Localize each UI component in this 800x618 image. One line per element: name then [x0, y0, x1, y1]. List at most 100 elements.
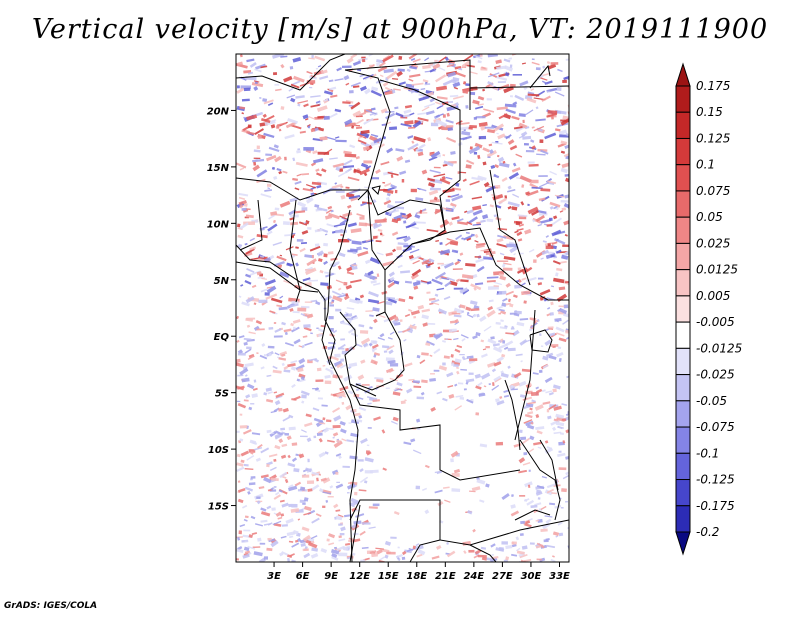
velocity-cell: [395, 206, 405, 210]
velocity-cell: [407, 222, 417, 228]
velocity-cell: [435, 74, 447, 83]
velocity-cell: [273, 458, 277, 462]
velocity-cell: [510, 388, 518, 391]
velocity-cell: [505, 282, 511, 288]
velocity-cell: [413, 135, 426, 143]
velocity-cell: [274, 84, 280, 86]
velocity-cell: [253, 149, 261, 153]
velocity-cell: [524, 228, 532, 235]
velocity-cell: [287, 558, 290, 562]
velocity-cell: [533, 509, 539, 514]
velocity-cell: [460, 279, 469, 283]
lat-tick-label: 5N: [214, 276, 230, 287]
velocity-cell: [356, 246, 362, 251]
velocity-cell: [535, 388, 543, 394]
velocity-cell: [294, 180, 302, 185]
velocity-cell: [524, 498, 528, 502]
colorbar-label: -0.1: [696, 446, 719, 460]
velocity-cell: [544, 339, 552, 347]
velocity-cell: [291, 80, 301, 86]
colorbar-label: 0.1: [696, 158, 715, 172]
velocity-cell: [239, 54, 243, 58]
velocity-cell: [346, 439, 355, 443]
velocity-cell: [436, 85, 448, 91]
velocity-cell: [352, 532, 359, 536]
velocity-cell: [334, 353, 341, 358]
velocity-cell: [247, 545, 256, 550]
velocity-cell: [472, 528, 476, 533]
velocity-cell: [292, 56, 302, 63]
velocity-cell: [338, 239, 350, 243]
velocity-cell: [290, 83, 300, 89]
velocity-cell: [433, 173, 446, 178]
velocity-cell: [379, 189, 388, 191]
velocity-cell: [387, 171, 399, 176]
velocity-cell: [429, 377, 436, 382]
velocity-cell: [535, 414, 540, 419]
velocity-cell: [408, 254, 414, 260]
lon-tick-label: 21E: [435, 571, 456, 582]
colorbar-swatch: [675, 216, 691, 244]
velocity-cell: [491, 553, 494, 556]
velocity-cell: [565, 132, 569, 140]
velocity-cell: [320, 69, 328, 75]
velocity-cell: [558, 532, 564, 537]
velocity-cell: [505, 108, 516, 114]
velocity-cell: [463, 388, 467, 391]
velocity-cell: [335, 308, 342, 312]
velocity-cell: [315, 67, 319, 70]
velocity-cell: [303, 512, 312, 516]
velocity-cell: [518, 223, 525, 227]
velocity-cell: [279, 499, 285, 503]
velocity-cell: [430, 150, 441, 159]
velocity-cell: [509, 64, 513, 68]
velocity-cell: [551, 229, 562, 237]
velocity-cell: [498, 547, 504, 552]
velocity-cell: [520, 131, 528, 137]
velocity-cell: [264, 279, 276, 286]
velocity-cell: [496, 132, 499, 135]
velocity-cell: [453, 287, 464, 290]
velocity-cell: [318, 333, 323, 337]
velocity-cell: [403, 235, 411, 243]
velocity-cell: [498, 162, 510, 168]
velocity-cell: [352, 538, 361, 543]
velocity-cell: [328, 316, 334, 320]
velocity-cell: [355, 513, 365, 518]
velocity-cell: [407, 135, 414, 139]
velocity-cell: [385, 252, 393, 257]
velocity-cell: [373, 137, 383, 144]
velocity-cell: [312, 407, 320, 412]
velocity-cell: [520, 520, 526, 525]
velocity-cell: [280, 55, 288, 58]
velocity-cell: [473, 151, 478, 155]
velocity-cell: [343, 75, 350, 81]
border-line: [339, 311, 377, 397]
velocity-cell: [249, 439, 257, 445]
velocity-cell: [529, 435, 535, 441]
velocity-cell: [334, 182, 338, 185]
velocity-cell: [241, 207, 247, 211]
velocity-cell: [442, 340, 446, 343]
velocity-cell: [236, 400, 241, 403]
colorbar-swatch: [675, 137, 691, 166]
velocity-cell: [373, 282, 381, 286]
velocity-cell: [416, 396, 425, 400]
velocity-cell: [389, 331, 395, 335]
velocity-cell: [454, 405, 463, 411]
velocity-cell: [322, 491, 332, 495]
velocity-cell: [412, 323, 416, 327]
velocity-cell: [479, 443, 488, 448]
velocity-cell: [295, 262, 299, 267]
velocity-cell: [248, 534, 253, 539]
velocity-cell: [558, 467, 567, 471]
velocity-cell: [345, 404, 352, 411]
velocity-cell: [531, 145, 537, 150]
velocity-cell: [505, 302, 511, 306]
velocity-cell: [339, 168, 344, 172]
velocity-cell: [319, 136, 328, 141]
velocity-cell: [436, 391, 443, 395]
velocity-cell: [244, 242, 248, 246]
velocity-cell: [364, 88, 371, 95]
velocity-cell: [524, 126, 530, 130]
